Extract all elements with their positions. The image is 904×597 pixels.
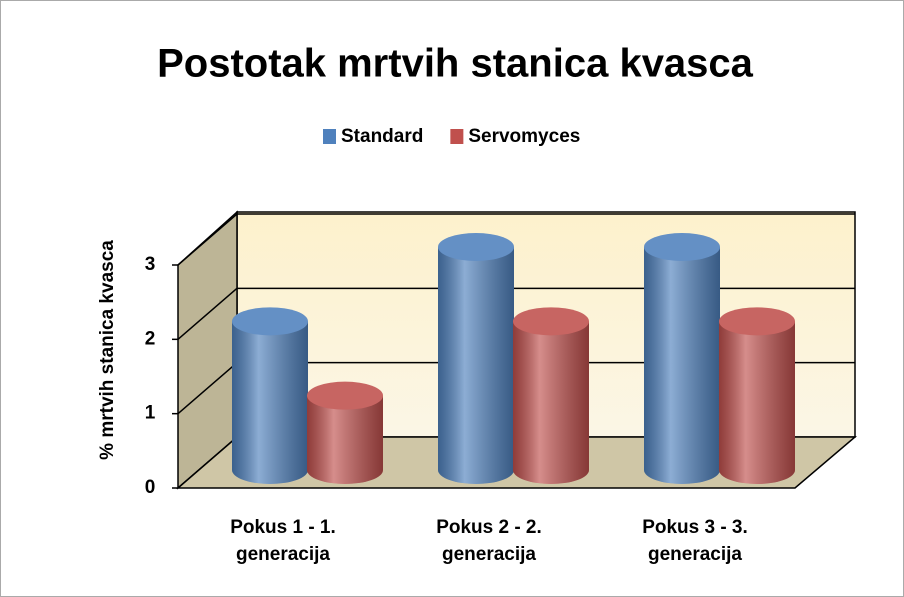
bar-top-shade (232, 307, 308, 336)
legend-label: Servomyces (468, 126, 580, 147)
bar-top-shade (513, 307, 589, 336)
y-axis-label: % mrtvih stanica kvasca (97, 240, 118, 460)
chart-title: Postotak mrtvih stanica kvasca (157, 42, 754, 86)
bar-shade (438, 247, 514, 484)
bar (438, 233, 514, 484)
bar-shade (644, 247, 720, 484)
grid-line (177, 362, 238, 415)
y-tick-label: 2 (145, 328, 156, 349)
bar-top (232, 307, 308, 336)
y-tick-label: 1 (145, 403, 156, 424)
bar-shade (232, 321, 308, 484)
legend-swatch (323, 129, 336, 144)
bar-shade (307, 395, 383, 484)
legend-label: Standard (341, 126, 423, 147)
bar-top (307, 381, 383, 410)
x-tick-label: Pokus 1 - 1. generacija (230, 517, 336, 565)
bar (513, 307, 589, 484)
bar-top (513, 307, 589, 336)
y-tick-label: 0 (145, 477, 156, 498)
bar (232, 307, 308, 484)
bar-top (438, 233, 514, 261)
bar (644, 233, 720, 484)
bar-shade (719, 321, 795, 484)
bar-top-shade (644, 233, 720, 261)
bar-top-shade (438, 233, 514, 261)
grid-line (177, 213, 238, 266)
bar-top-shade (719, 307, 795, 336)
bar (719, 307, 795, 484)
bar (307, 381, 383, 484)
x-tick-label: Pokus 3 - 3. generacija (642, 517, 748, 565)
x-tick-label: Pokus 2 - 2. generacija (436, 517, 542, 565)
bar-top (719, 307, 795, 336)
bar-shade (513, 321, 589, 484)
legend-swatch (450, 129, 464, 144)
bar-top (644, 233, 720, 261)
bar-top-shade (307, 381, 383, 410)
grid-line (177, 287, 238, 340)
y-tick-label: 3 (145, 254, 156, 275)
